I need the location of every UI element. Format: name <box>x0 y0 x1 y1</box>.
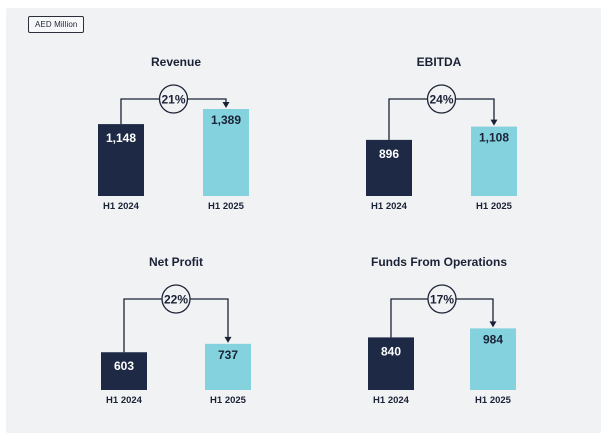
chart-3-bar-h1-2024 <box>368 337 414 390</box>
chart-1-arrow-head-icon <box>490 119 498 126</box>
chart-2-growth-label: 22% <box>164 292 188 306</box>
chart-3-title: Funds From Operations <box>371 255 507 269</box>
chart-2-bar-h1-2025 <box>205 343 251 390</box>
chart-2-title: Net Profit <box>149 255 203 269</box>
chart-2-value-label: 603 <box>114 359 134 373</box>
chart-1-bar-h1-2025 <box>471 126 517 196</box>
chart-0-growth-label: 21% <box>161 92 185 106</box>
chart-1-bar-h1-2024 <box>366 139 412 196</box>
chart-1-category-label: H1 2024 <box>371 201 408 212</box>
chart-3-bar-h1-2025 <box>470 328 516 390</box>
chart-0-value-label: 1,148 <box>106 131 136 145</box>
chart-3-growth-label: 17% <box>430 292 454 306</box>
chart-1-growth-label: 24% <box>429 92 453 106</box>
chart-3-category-label: H1 2025 <box>475 395 512 406</box>
chart-2-category-label: H1 2024 <box>106 395 143 406</box>
chart-1-value-label: 1,108 <box>479 131 509 145</box>
chart-0-bar-h1-2025 <box>203 109 249 196</box>
chart-2-category-label: H1 2025 <box>210 395 247 406</box>
chart-0-value-label: 1,389 <box>211 113 241 127</box>
chart-0-growth-circle <box>158 84 189 114</box>
chart-1-growth-circle <box>426 84 457 114</box>
chart-3-value-label: 984 <box>483 332 503 346</box>
unit-badge: AED Million <box>28 16 85 33</box>
chart-1-category-label: H1 2025 <box>476 201 513 212</box>
chart-0-arrow-head-icon <box>222 102 230 108</box>
chart-0-category-label: H1 2025 <box>208 201 245 212</box>
chart-2-value-label: 737 <box>218 348 238 362</box>
chart-3-growth-circle <box>427 284 457 314</box>
chart-3-arrow-head-icon <box>489 321 497 328</box>
chart-3-category-label: H1 2024 <box>373 395 410 406</box>
chart-2-arrow-head-icon <box>224 336 232 343</box>
chart-0-bar-h1-2024 <box>98 124 144 196</box>
chart-0-category-label: H1 2024 <box>103 201 140 212</box>
chart-2-bar-h1-2024 <box>101 352 147 390</box>
chart-1-value-label: 896 <box>379 147 399 161</box>
chart-2-growth-circle <box>161 284 191 314</box>
chart-1-title: EBITDA <box>417 55 462 69</box>
chart-0-title: Revenue <box>151 55 201 69</box>
chart-3-value-label: 840 <box>381 344 401 358</box>
